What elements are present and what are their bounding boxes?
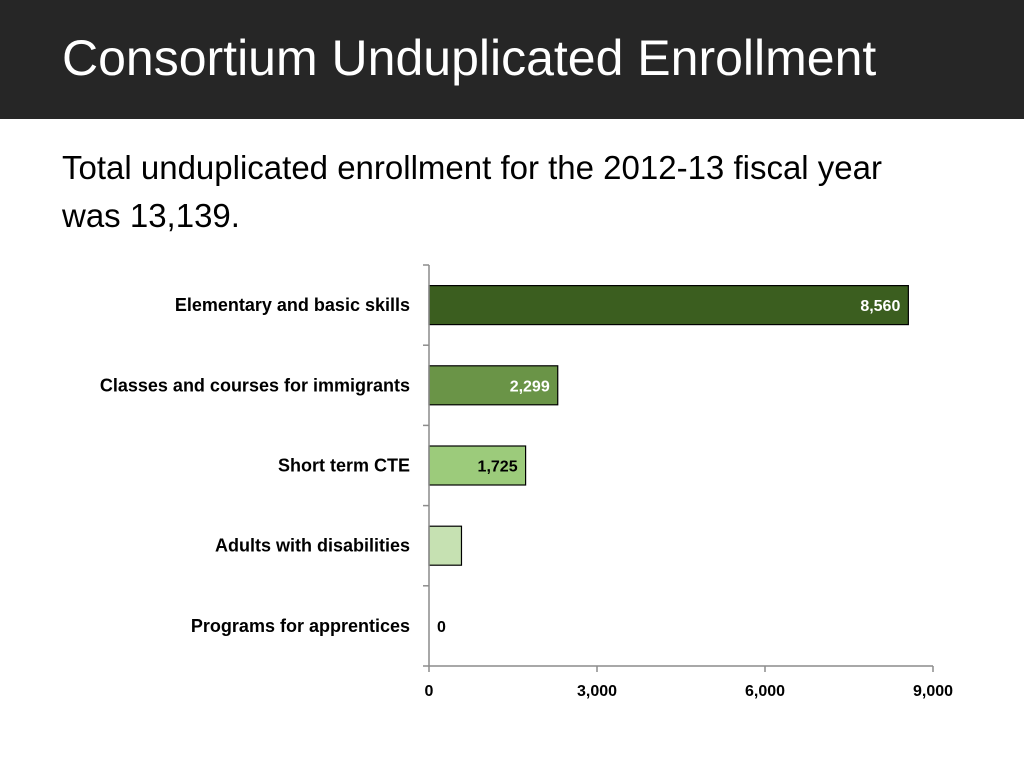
category-label: Adults with disabilities	[215, 536, 410, 556]
bar-3	[428, 525, 463, 566]
bar-2	[428, 445, 527, 486]
title-bar: Consortium Unduplicated Enrollment	[0, 0, 1024, 119]
bar-1	[428, 365, 559, 406]
data-label: 8,560	[860, 298, 900, 315]
category-label: Short term CTE	[278, 456, 410, 476]
data-label: 1,725	[478, 459, 518, 476]
x-tick-label: 3,000	[577, 683, 617, 700]
category-label: Classes and courses for immigrants	[100, 375, 410, 395]
x-tick-label: 9,000	[913, 683, 953, 700]
slide-subtitle: Total unduplicated enrollment for the 20…	[62, 149, 882, 234]
slide-title: Consortium Unduplicated Enrollment	[62, 30, 877, 86]
x-tick-label: 6,000	[745, 683, 785, 700]
category-label: Programs for apprentices	[191, 616, 410, 636]
data-label: 0	[437, 619, 446, 636]
bar-0	[428, 285, 909, 326]
data-label: 2,299	[510, 378, 550, 395]
category-label: Elementary and basic skills	[175, 295, 410, 315]
x-tick-label: 0	[425, 683, 434, 700]
